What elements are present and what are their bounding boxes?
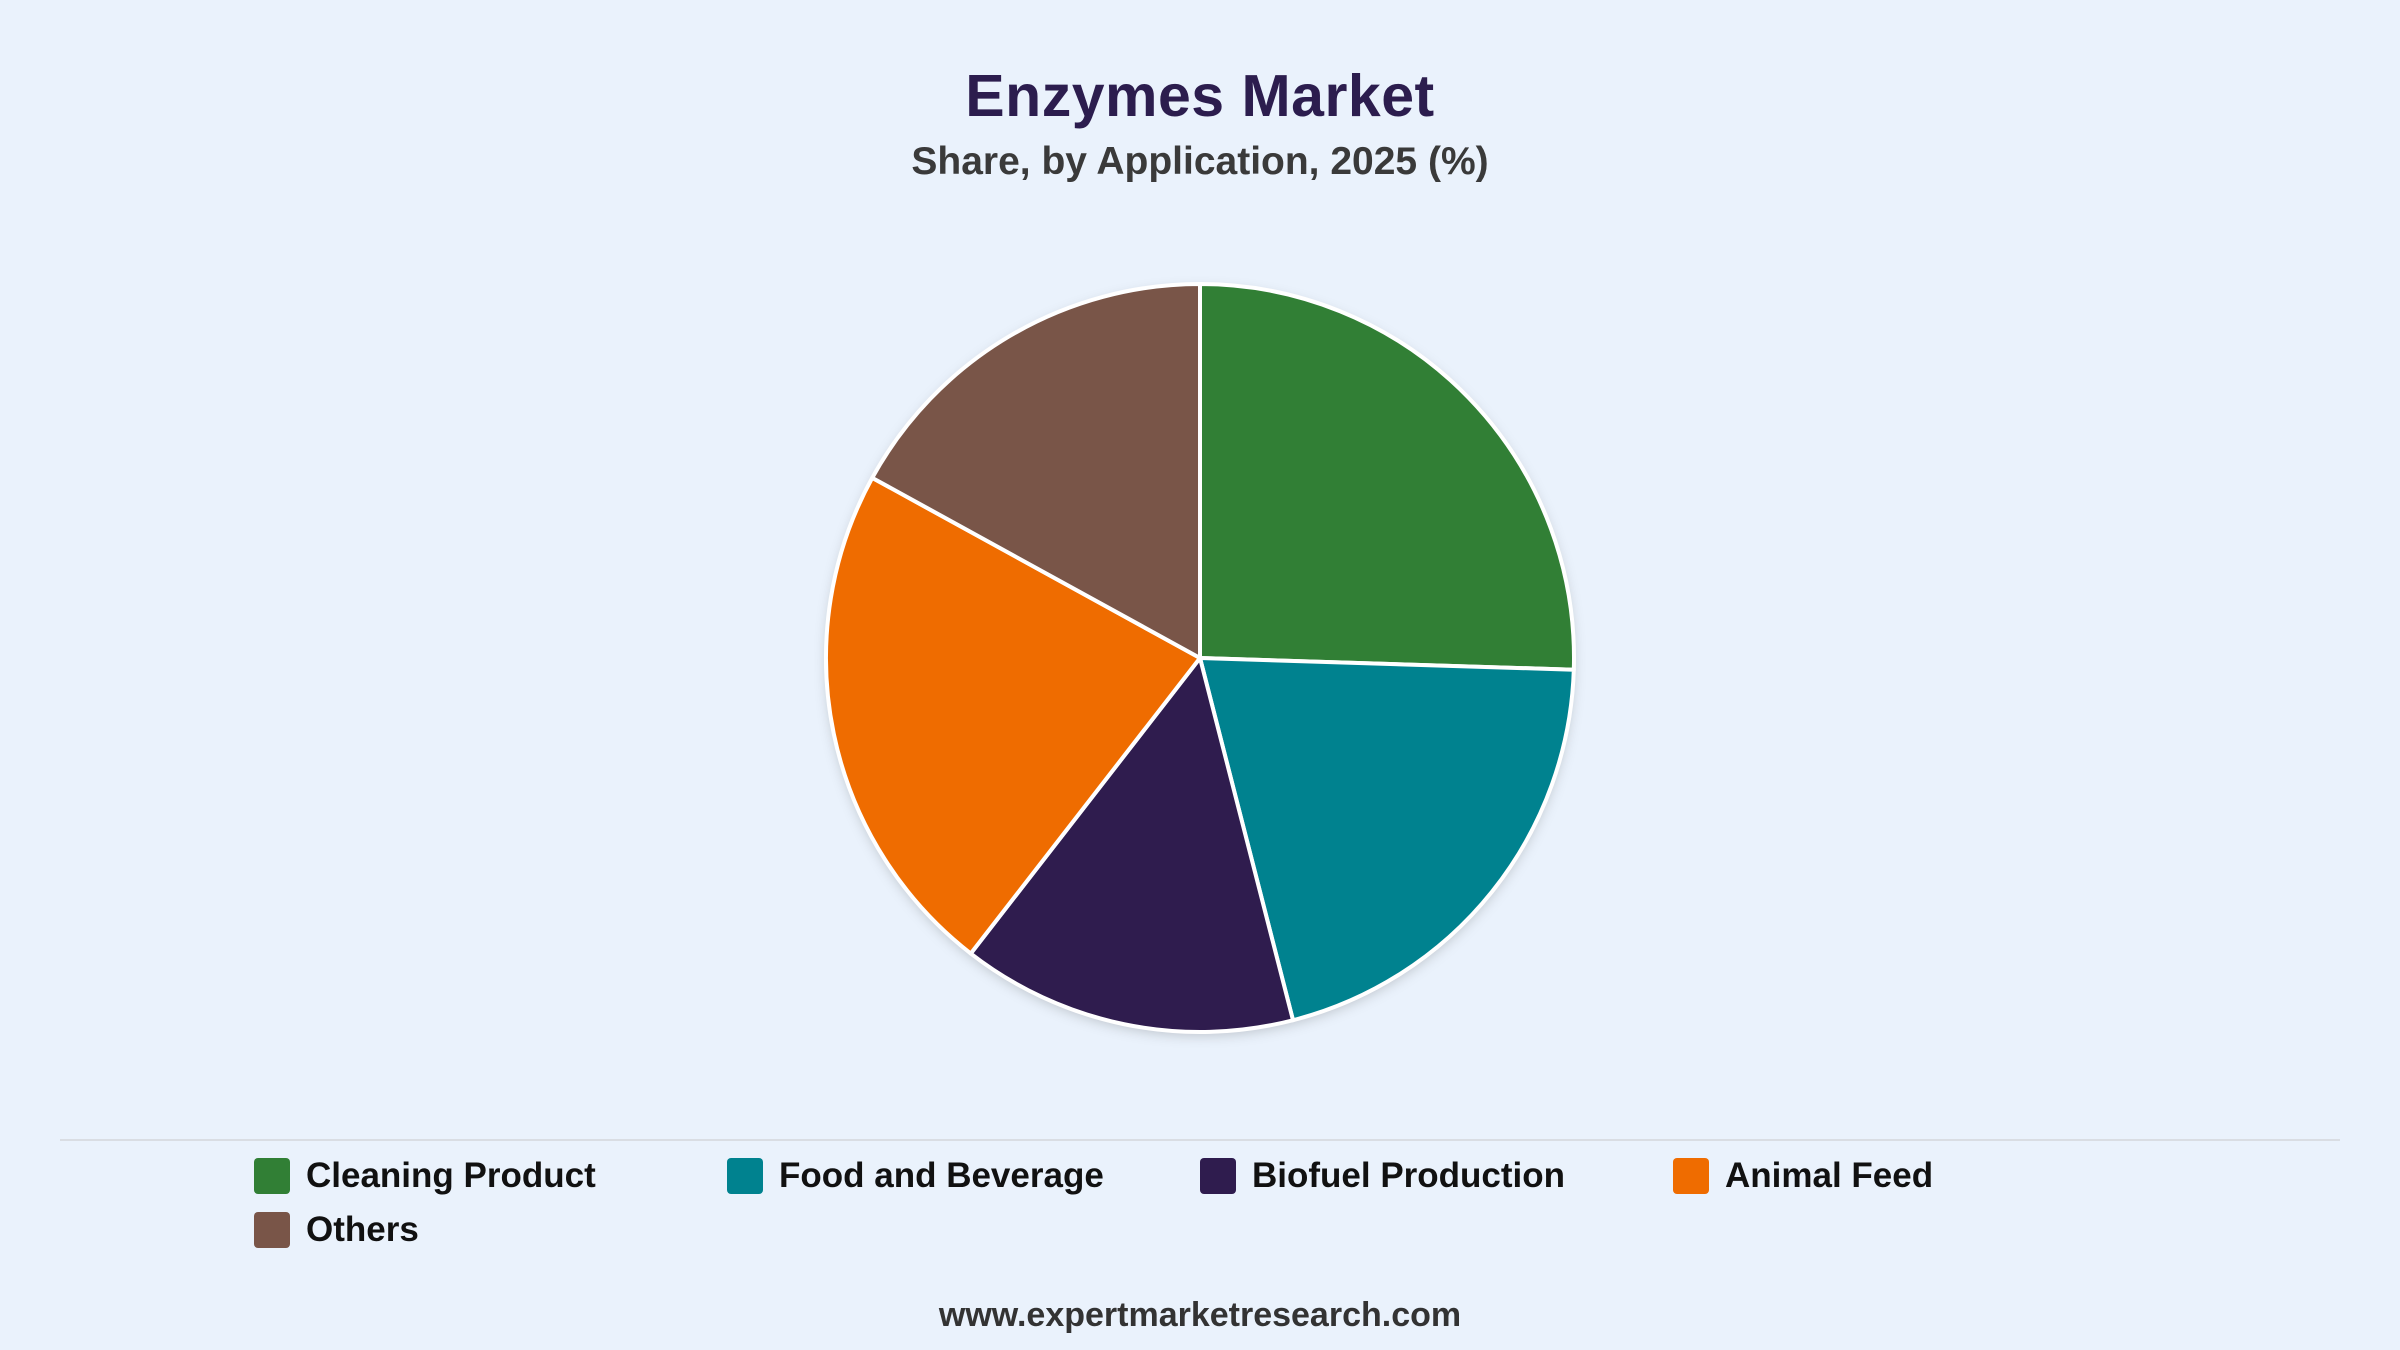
pie-slice-biofuel-production	[968, 656, 1296, 1034]
legend-item-biofuel-production: Biofuel Production	[1200, 1156, 1566, 1195]
pie-slice-cleaning-product	[1198, 282, 1576, 672]
pie-slices	[824, 282, 1576, 1034]
legend-label: Food and Beverage	[779, 1156, 1104, 1195]
chart-subtitle: Share, by Application, 2025 (%)	[911, 140, 1489, 183]
legend-item-cleaning-product: Cleaning Product	[254, 1156, 596, 1195]
legend-swatch	[727, 1158, 763, 1194]
legend-item-animal-feed: Animal Feed	[1673, 1156, 1934, 1195]
chart-title: Enzymes Market	[965, 63, 1435, 129]
legend-item-food-and-beverage: Food and Beverage	[727, 1156, 1104, 1195]
pie-slice-food-and-beverage	[1198, 656, 1576, 1023]
legend-label: Animal Feed	[1725, 1156, 1934, 1195]
legend-label: Biofuel Production	[1252, 1156, 1566, 1195]
pie-slice-others	[870, 282, 1202, 660]
legend-swatch	[1673, 1158, 1709, 1194]
legend-swatch	[254, 1212, 290, 1248]
pie-slice-animal-feed	[824, 475, 1202, 956]
legend-swatch	[254, 1158, 290, 1194]
legend-divider	[60, 1139, 2340, 1141]
legend-item-others: Others	[254, 1210, 419, 1249]
legend-label: Others	[306, 1210, 419, 1249]
source-url: www.expertmarketresearch.com	[938, 1296, 1462, 1334]
legend-label: Cleaning Product	[306, 1156, 596, 1195]
legend-swatch	[1200, 1158, 1236, 1194]
